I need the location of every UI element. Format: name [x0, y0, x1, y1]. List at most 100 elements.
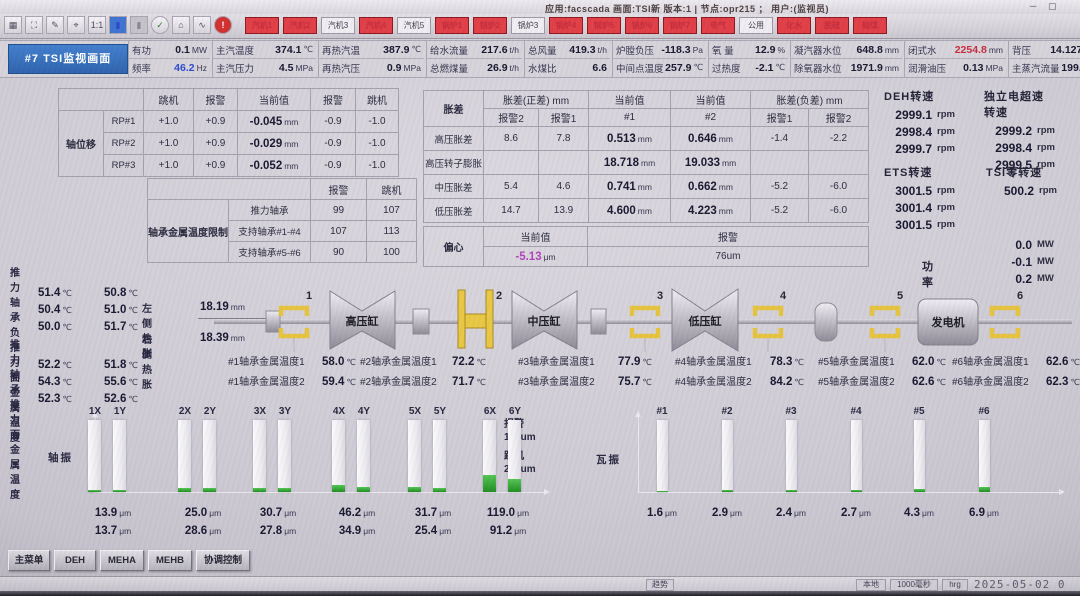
nav-button-电气[interactable]: 电气 [701, 17, 735, 34]
row-label: 低压胀差 [423, 198, 484, 223]
shaft-vib-value: 28.6 μm [172, 521, 234, 539]
one-to-one-icon[interactable]: 1:1 [88, 16, 106, 34]
status-label: 再热汽温 [322, 45, 361, 57]
bottom-button-MEHB[interactable]: MEHB [148, 550, 192, 571]
value-unit: mm [284, 160, 299, 171]
vib-value: 119.0 [486, 507, 516, 519]
nav-button-锅炉3[interactable]: 锅炉3 [511, 17, 545, 34]
home-icon[interactable]: ⌂ [172, 16, 190, 34]
status-label: 除氧器水位 [794, 63, 842, 75]
coupling-ip-lp [590, 308, 607, 335]
nav-button-汽机1[interactable]: 汽机1 [245, 17, 279, 34]
nav-button-公用[interactable]: 公用 [739, 17, 773, 34]
nav-button-脱硫[interactable]: 脱硫 [815, 17, 849, 34]
table-cell: 113 [366, 220, 417, 242]
minimize-button[interactable]: ─ [1030, 1, 1037, 11]
nav-button-锅炉4[interactable]: 锅炉4 [549, 17, 583, 34]
nav-button-汽机3[interactable]: 汽机3 [321, 17, 355, 34]
value-unit: mm [718, 205, 733, 216]
vib-value: 13.9 [94, 507, 118, 519]
bearing-temp-readout: #4轴承金属温度2 84.2 ℃ [675, 372, 804, 390]
alarm-icon[interactable]: ! [214, 16, 232, 34]
col-header: 跳机 [143, 88, 194, 111]
cursor-icon[interactable]: ⌖ [67, 16, 85, 34]
shaft-vib-bar-label: 4X [332, 406, 346, 417]
bearing-temp-value: 72.2 [452, 356, 475, 368]
status-row: 水煤比 6.6 [525, 59, 610, 76]
nav-button-化水[interactable]: 化水 [777, 17, 811, 34]
ets-speed-title: ETS转速 [884, 167, 933, 179]
vib-unit: μm [665, 508, 677, 518]
shaft-vib-fill-5X [408, 487, 421, 492]
status-label: 凝汽器水位 [794, 45, 842, 57]
bearing-temp-label: #6轴承金属温度1 [952, 357, 1029, 368]
vib-unit: μm [514, 526, 527, 536]
current-value: 4.223 [688, 204, 717, 217]
shaft-vib-bar-4X [332, 420, 345, 492]
paint-icon[interactable]: ✎ [46, 16, 64, 34]
bottom-button-主菜单[interactable]: 主菜单 [8, 550, 50, 571]
bearing-1-bottom [278, 328, 310, 339]
status-value: 46.2 [174, 61, 195, 74]
trend-icon[interactable]: ∿ [193, 16, 211, 34]
shaft-vib-value: 31.7 μm [402, 503, 464, 521]
status-unit: % [777, 44, 785, 55]
fit-screen-icon[interactable]: ⛶ [25, 16, 43, 34]
bearing-number-2: 2 [496, 290, 502, 302]
pad-vib-fill-#4 [851, 490, 862, 492]
bottom-button-MEHA[interactable]: MEHA [100, 550, 144, 571]
value-cell: 4.600 mm [588, 198, 671, 223]
nav-button-锅炉6[interactable]: 锅炉6 [625, 17, 659, 34]
nav-button-锅炉1[interactable]: 锅炉1 [435, 17, 469, 34]
table-cell [538, 150, 589, 175]
status-row: 凝汽器水位 648.8 mm [791, 41, 902, 59]
vib-unit: μm [794, 508, 806, 518]
temp-unit: ℃ [62, 322, 72, 332]
nav-button-锅炉5[interactable]: 锅炉5 [587, 17, 621, 34]
value-unit: μm [543, 251, 556, 262]
nav-button-锅炉7[interactable]: 锅炉7 [663, 17, 697, 34]
nav-button-输煤[interactable]: 输煤 [853, 17, 887, 34]
table-cell: -2.2 [808, 126, 869, 151]
group-label: 轴位移 [58, 110, 104, 177]
shaft-vib-fill-3X [253, 488, 266, 492]
bearing-temp-readout: #3轴承金属温度2 75.7 ℃ [518, 372, 652, 390]
temp-value: 51.0 [104, 304, 127, 316]
bearing-temp-value: 62.6 [912, 376, 935, 388]
table-cell: -6.0 [808, 174, 869, 199]
status-row: 再热汽压 0.9 MPa [319, 59, 424, 76]
nav-button-锅炉2[interactable]: 锅炉2 [473, 17, 507, 34]
deh-speed-value-row: 2999.1 rpm [884, 106, 955, 123]
pad-vib-bar-#6 [979, 420, 990, 492]
pattern-icon[interactable]: ▦ [4, 16, 22, 34]
tag-blue-icon[interactable]: ▮ [109, 16, 127, 34]
cur-header: 当前值 [483, 226, 588, 247]
confirm-icon[interactable]: ✓ [151, 16, 169, 34]
pad-vib-bar-label: #4 [850, 406, 862, 417]
pad-vib-bar-label: #2 [721, 406, 733, 417]
temp-unit: ℃ [62, 377, 72, 387]
bearing-6-top [989, 305, 1021, 316]
speed-unit: rpm [1037, 142, 1055, 153]
coupling-2-bar-left [457, 289, 466, 349]
system-clock: 2025-05-02 0 [974, 578, 1066, 591]
bottom-button-协调控制[interactable]: 协调控制 [196, 550, 250, 571]
status-group-3: 给水流量 217.6 t/h 总燃煤量 26.9 t/h [426, 41, 522, 77]
pad-vib-fill-#5 [914, 489, 925, 492]
maximize-button[interactable]: ▢ [1048, 1, 1057, 11]
bottom-button-DEH[interactable]: DEH [54, 550, 96, 571]
tsi-zero-speed: TSI零转速 500.2 rpm [986, 164, 1057, 199]
nav-button-汽机2[interactable]: 汽机2 [283, 17, 317, 34]
shaft-vib-bar-2Y [203, 420, 216, 492]
tag-gray-icon[interactable]: ▮ [130, 16, 148, 34]
shaft-vib-fill-5Y [433, 488, 446, 492]
nav-button-汽机5[interactable]: 汽机5 [397, 17, 431, 34]
bearing-temp-value: 59.4 [322, 376, 345, 388]
bearing-temp-readout: #1轴承金属温度2 59.4 ℃ [228, 372, 356, 390]
pad-vib-value: 6.9 μm [953, 503, 1015, 521]
trend-box[interactable]: 趋势 [646, 579, 674, 591]
vib-unit: μm [922, 508, 934, 518]
cur-header: 当前值 [670, 90, 751, 109]
pad-vib-bar-#3 [786, 420, 797, 492]
nav-button-汽机4[interactable]: 汽机4 [359, 17, 393, 34]
